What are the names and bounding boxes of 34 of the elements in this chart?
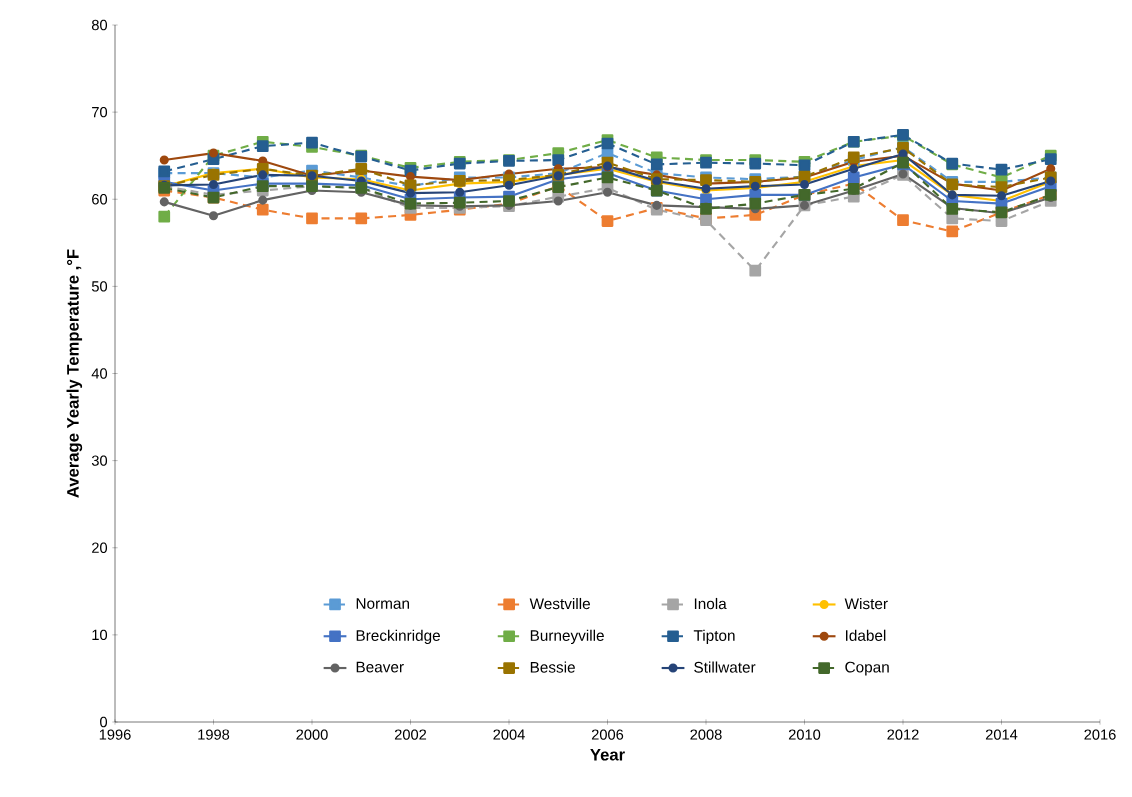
x-tick-label: 2010 xyxy=(788,729,821,740)
legend-label: Burneyville xyxy=(530,629,604,644)
legend-label: Wister xyxy=(844,597,888,610)
legend-label: Copan xyxy=(845,661,889,676)
y-tick-label: 20 xyxy=(92,542,108,553)
x-tick-label: 2012 xyxy=(887,729,919,740)
y-tick-label: 80 xyxy=(91,19,108,31)
x-tick-label: 2008 xyxy=(690,729,722,740)
legend-label: Breckinridge xyxy=(356,629,440,644)
y-tick-label: 10 xyxy=(92,629,108,641)
y-tick-label: 0 xyxy=(100,716,108,728)
x-tick-label: 2014 xyxy=(985,729,1018,740)
y-tick-label: 50 xyxy=(91,281,108,292)
y-tick-label: 30 xyxy=(91,455,108,466)
x-axis-title: Year xyxy=(590,748,625,761)
legend-label: Inola xyxy=(694,597,727,610)
legend-label: Norman xyxy=(356,598,409,609)
legend-label: Beaver xyxy=(356,661,404,673)
x-tick-label: 1998 xyxy=(198,729,230,740)
legend-label: Bessie xyxy=(530,661,575,673)
x-tick-label: 1996 xyxy=(99,729,131,740)
legend-label: Stillwater xyxy=(694,661,756,673)
legend-label: Tipton xyxy=(693,629,735,644)
y-tick-label: 40 xyxy=(91,368,108,379)
y-tick-label: 70 xyxy=(92,106,108,118)
legend-label: Idabel xyxy=(846,629,886,641)
legend-label: Westville xyxy=(529,597,590,610)
x-tick-label: 2016 xyxy=(1084,729,1116,740)
x-tick-label: 2002 xyxy=(394,729,427,740)
y-axis-title: Average Yearly Temperature ,°F xyxy=(66,249,83,498)
x-tick-label: 2006 xyxy=(591,729,624,740)
y-tick-label: 60 xyxy=(92,194,108,205)
x-tick-label: 2000 xyxy=(296,729,328,740)
x-tick-label: 2004 xyxy=(493,729,525,740)
